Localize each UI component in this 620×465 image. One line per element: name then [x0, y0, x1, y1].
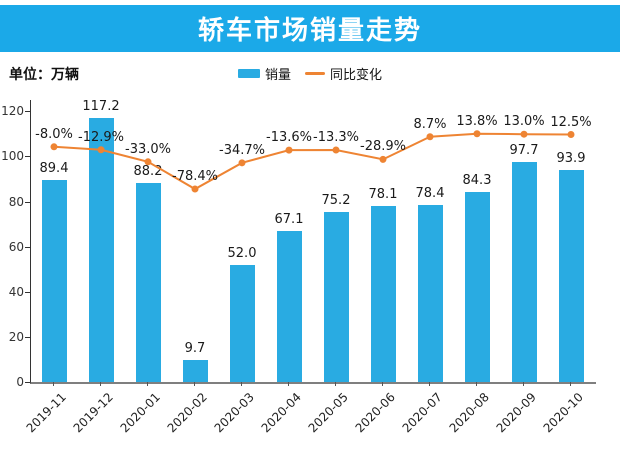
- bar: [41, 180, 67, 382]
- yoy-line-path: [53, 132, 572, 191]
- yoy-marker: [50, 143, 58, 151]
- legend: 销量 同比变化: [0, 52, 620, 95]
- bar-value-label: 52.0: [227, 245, 257, 261]
- legend-label-yoy: 同比变化: [330, 68, 383, 83]
- yoy-marker: [520, 130, 528, 138]
- y-tick-mark: [25, 156, 30, 158]
- yoy-pct-label: -13.3%: [313, 129, 359, 145]
- page-title: 轿车市场销量走势: [197, 16, 422, 46]
- bar-value-label: 84.3: [462, 172, 492, 188]
- yoy-pct-label: -33.0%: [125, 141, 171, 157]
- y-tick-label: 0: [16, 375, 24, 389]
- bar: [182, 360, 208, 382]
- y-tick-label: 100: [1, 149, 24, 164]
- bar-value-label: 97.7: [509, 142, 539, 158]
- y-tick-mark: [25, 291, 30, 293]
- yoy-marker: [97, 146, 105, 154]
- yoy-pct-label: -8.0%: [35, 126, 73, 142]
- bar-value-label: 78.4: [415, 186, 445, 202]
- yoy-marker: [238, 159, 246, 167]
- bar: [511, 161, 537, 382]
- y-tick-label: 20: [8, 329, 24, 344]
- x-tick-mark: [288, 382, 289, 386]
- x-tick-mark: [429, 382, 430, 386]
- bar: [558, 170, 584, 382]
- yoy-pct-label: 12.5%: [550, 114, 592, 130]
- legend-item-sales: 销量: [237, 64, 291, 83]
- yoy-marker: [567, 131, 575, 138]
- sales-bar-swatch-icon: [237, 69, 260, 78]
- yoy-marker: [473, 130, 481, 138]
- bar: [323, 212, 349, 382]
- bar-value-label: 78.1: [368, 186, 398, 202]
- x-tick-mark: [241, 382, 242, 386]
- bar: [464, 191, 490, 382]
- x-tick-mark: [476, 382, 477, 386]
- bar: [88, 117, 114, 382]
- y-tick-mark: [25, 336, 30, 338]
- x-tick-mark: [100, 382, 101, 386]
- x-tick-mark: [147, 382, 148, 386]
- meta-row: 单位：万辆 销量 同比变化: [0, 52, 620, 95]
- yoy-pct-label: 13.8%: [456, 113, 498, 129]
- yoy-marker: [285, 146, 293, 154]
- x-tick-mark: [523, 382, 524, 386]
- x-tick-mark: [382, 382, 383, 386]
- y-tick-mark: [25, 246, 30, 248]
- plot-area: 89.4 117.2 88.2 9.7 52.0 67.1 75.2 78.1 78.4 84.3…: [30, 98, 596, 384]
- yoy-marker: [332, 146, 340, 154]
- yoy-pct-label: 13.0%: [503, 114, 545, 130]
- y-tick-label: 120: [1, 104, 24, 119]
- bar-value-label: 93.9: [556, 151, 586, 167]
- bar: [417, 205, 443, 382]
- bar-value-label: 75.2: [321, 193, 351, 209]
- y-tick-label: 40: [8, 284, 24, 299]
- bar: [135, 183, 161, 382]
- yoy-marker: [426, 133, 434, 141]
- x-tick-mark: [53, 382, 54, 386]
- legend-label-sales: 销量: [264, 68, 291, 83]
- yoy-marker: [191, 185, 199, 193]
- bar: [370, 205, 396, 382]
- yoy-pct-label: -13.6%: [266, 130, 312, 146]
- x-tick-mark: [194, 382, 195, 386]
- yoy-pct-label: -12.9%: [78, 129, 124, 145]
- bar-value-label: 89.4: [39, 161, 69, 177]
- yoy-marker: [144, 158, 152, 166]
- bar-value-label: 67.1: [274, 211, 304, 227]
- y-tick-mark: [25, 382, 30, 383]
- bar: [229, 264, 255, 382]
- legend-item-yoy: 同比变化: [305, 64, 382, 83]
- bar: [276, 230, 302, 382]
- x-tick-mark: [570, 382, 571, 386]
- yoy-marker: [379, 155, 387, 163]
- yoy-pct-label: -34.7%: [219, 142, 265, 158]
- bar-value-label: 9.7: [184, 341, 206, 357]
- unit-label: 单位：万辆: [9, 66, 79, 83]
- yoy-pct-label: -78.4%: [172, 169, 218, 185]
- yoy-line-swatch-icon: [305, 72, 325, 75]
- chart: 89.4 117.2 88.2 9.7 52.0 67.1 75.2 78.1 78.4 84.3…: [0, 95, 620, 465]
- yoy-pct-label: -28.9%: [360, 139, 406, 155]
- yoy-pct-label: 8.7%: [413, 116, 447, 132]
- bar-value-label: 117.2: [82, 98, 120, 114]
- yoy-line: [50, 130, 575, 193]
- title-banner: 轿车市场销量走势: [0, 5, 620, 52]
- y-tick-mark: [25, 111, 30, 113]
- y-tick-label: 80: [8, 194, 24, 209]
- y-tick-mark: [25, 201, 30, 203]
- bar-value-label: 88.2: [133, 164, 163, 180]
- x-tick-mark: [335, 382, 336, 386]
- y-tick-label: 60: [8, 239, 24, 254]
